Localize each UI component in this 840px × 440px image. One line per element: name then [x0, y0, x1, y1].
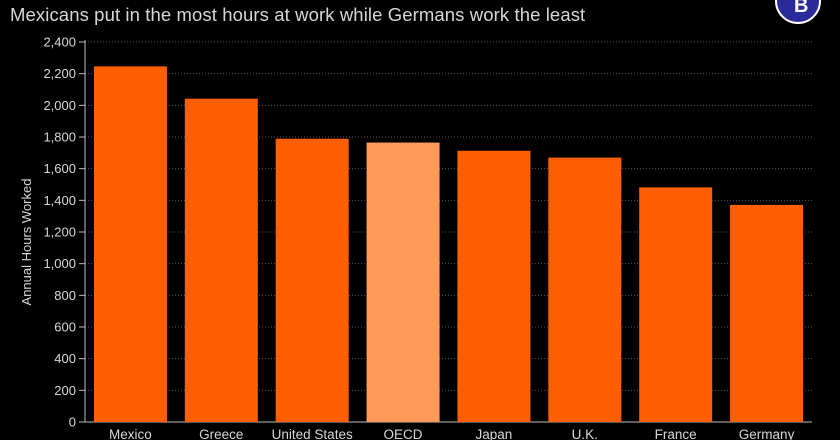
y-tick-label: 800 — [54, 288, 76, 303]
y-tick-label: 2,000 — [43, 98, 76, 113]
y-tick-label: 1,400 — [43, 193, 76, 208]
bar-greece — [184, 98, 258, 422]
x-tick-label: OECD — [384, 427, 423, 440]
bar-mexico — [93, 66, 167, 422]
bar-germany — [730, 204, 804, 422]
y-axis-label: Annual Hours Worked — [19, 179, 34, 306]
x-tick-label: Germany — [739, 427, 795, 440]
x-tick-label: Mexico — [109, 427, 152, 440]
bar-japan — [457, 150, 531, 422]
y-tick-label: 1,200 — [43, 225, 76, 240]
bar-united-states — [275, 138, 349, 422]
y-tick-label: 1,000 — [43, 256, 76, 271]
x-tick-label: Japan — [476, 427, 513, 440]
y-tick-label: 600 — [54, 320, 76, 335]
y-tick-label: 200 — [54, 383, 76, 398]
x-tick-label: Greece — [199, 427, 243, 440]
bar-france — [639, 187, 713, 422]
chart-subtitle: Mexicans put in the most hours at work w… — [10, 4, 586, 25]
y-tick-label: 2,200 — [43, 66, 76, 81]
y-tick-label: 2,400 — [43, 35, 76, 50]
bar-u-k- — [548, 157, 622, 423]
x-tick-label: France — [655, 427, 697, 440]
logo-glyph: B — [794, 0, 809, 17]
x-tick-label: U.K. — [572, 427, 598, 440]
x-tick-label: United States — [272, 427, 353, 440]
bar-oecd — [366, 142, 440, 422]
y-tick-label: 0 — [69, 415, 76, 430]
y-tick-label: 1,600 — [43, 161, 76, 176]
y-tick-label: 400 — [54, 351, 76, 366]
y-tick-label: 1,800 — [43, 130, 76, 145]
